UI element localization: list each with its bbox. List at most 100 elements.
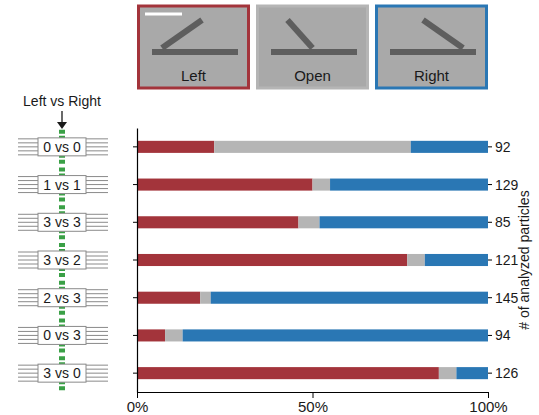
tick-mark [488, 260, 492, 261]
legend: Left Open Right [139, 6, 487, 88]
tick [133, 222, 137, 223]
particle-count: 85 [495, 214, 511, 230]
tick-mark [133, 184, 137, 185]
particle-shape [288, 20, 313, 48]
particle-count: 129 [495, 177, 519, 193]
legend-swatch [377, 6, 487, 88]
category-label: 3 vs 0 [43, 365, 81, 381]
bar [137, 329, 165, 341]
schematic: 3 vs 2 [18, 243, 108, 277]
category-label: 3 vs 2 [43, 252, 81, 268]
label-ground [38, 364, 86, 382]
tick-mark [488, 373, 492, 374]
tick [133, 373, 137, 374]
tick-mark [488, 335, 492, 336]
annotation: Left vs Right [23, 93, 101, 109]
legend-item: Left [139, 6, 249, 88]
scale-bar [145, 13, 182, 16]
bar [214, 141, 411, 153]
tick: 0% [127, 392, 149, 415]
particle-shape [271, 49, 357, 55]
tick-mark [488, 146, 492, 147]
label-ground [38, 289, 86, 307]
particle-shape [423, 20, 463, 48]
tick [133, 146, 137, 147]
tick [133, 260, 137, 261]
schematic: 1 vs 1 [18, 168, 108, 202]
label-ground [38, 251, 86, 269]
bar [456, 367, 488, 379]
bar [298, 216, 319, 228]
tick [133, 297, 137, 298]
bar [137, 216, 298, 228]
bar [137, 254, 407, 266]
x-axis: 0% 50% 100% [127, 392, 508, 415]
schematic: 3 vs 3 [18, 205, 108, 239]
bar [137, 292, 200, 304]
particle-shape [152, 49, 238, 55]
tick-label: 100% [469, 398, 507, 415]
particle-count: 92 [495, 139, 511, 155]
bar [183, 329, 488, 341]
schematic: 0 vs 3 [18, 318, 108, 352]
schematic: 0 vs 0 [18, 130, 108, 164]
particle-count: 94 [495, 327, 511, 343]
category-label: 2 vs 3 [43, 290, 81, 306]
bar [320, 216, 488, 228]
bar [439, 367, 457, 379]
label-ground [38, 326, 86, 344]
particle-counts: 921298512114594126 [488, 139, 519, 381]
axis-title: # of analyzed particles [516, 190, 532, 329]
tick-mark [133, 373, 137, 374]
label-ground [38, 213, 86, 231]
tick: 50% [298, 392, 328, 415]
legend-item: Right [377, 6, 487, 88]
label-ground [38, 176, 86, 194]
category-label: 3 vs 3 [43, 214, 81, 230]
label-ground [38, 138, 86, 156]
category-label: 1 vs 1 [43, 177, 81, 193]
schematic: 3 vs 0 [18, 356, 108, 390]
tick-mark [133, 260, 137, 261]
tick [133, 184, 137, 185]
y-axis [133, 129, 138, 393]
particle-shape [390, 49, 476, 55]
bar [137, 141, 214, 153]
tick-mark [133, 297, 137, 298]
bar [137, 367, 439, 379]
tick: 100% [469, 392, 507, 415]
particle-shape [162, 20, 202, 48]
legend-label: Left [181, 67, 207, 84]
legend-swatch [258, 6, 368, 88]
tick [133, 335, 137, 336]
tick-label: 50% [298, 398, 328, 415]
bar [313, 179, 331, 191]
tick-mark [488, 297, 492, 298]
bar [137, 179, 313, 191]
axis-line [137, 129, 138, 393]
category-label: 0 vs 3 [43, 327, 81, 343]
category-label: 0 vs 0 [43, 139, 81, 155]
particle-count: 126 [495, 365, 519, 381]
legend-label: Open [294, 67, 331, 84]
bar [411, 141, 488, 153]
tick-mark [133, 146, 137, 147]
legend-item: Open [258, 6, 368, 88]
bar [211, 292, 488, 304]
bar [330, 179, 488, 191]
legend-label: Right [414, 67, 450, 84]
tick-label: 0% [127, 398, 149, 415]
legend-swatch [139, 6, 249, 88]
tick-mark [133, 335, 137, 336]
bar [407, 254, 425, 266]
annotation-arrowhead [57, 122, 67, 129]
bar [425, 254, 488, 266]
tick-mark [133, 222, 137, 223]
schematics: Left vs Right 0 vs 0 1 vs 1 3 vs 3 3 vs 2 2 v… [18, 93, 108, 390]
tick-mark [488, 184, 492, 185]
tick-mark [488, 222, 492, 223]
bar [200, 292, 211, 304]
schematic: 2 vs 3 [18, 281, 108, 315]
bar [165, 329, 183, 341]
bars [137, 141, 488, 379]
